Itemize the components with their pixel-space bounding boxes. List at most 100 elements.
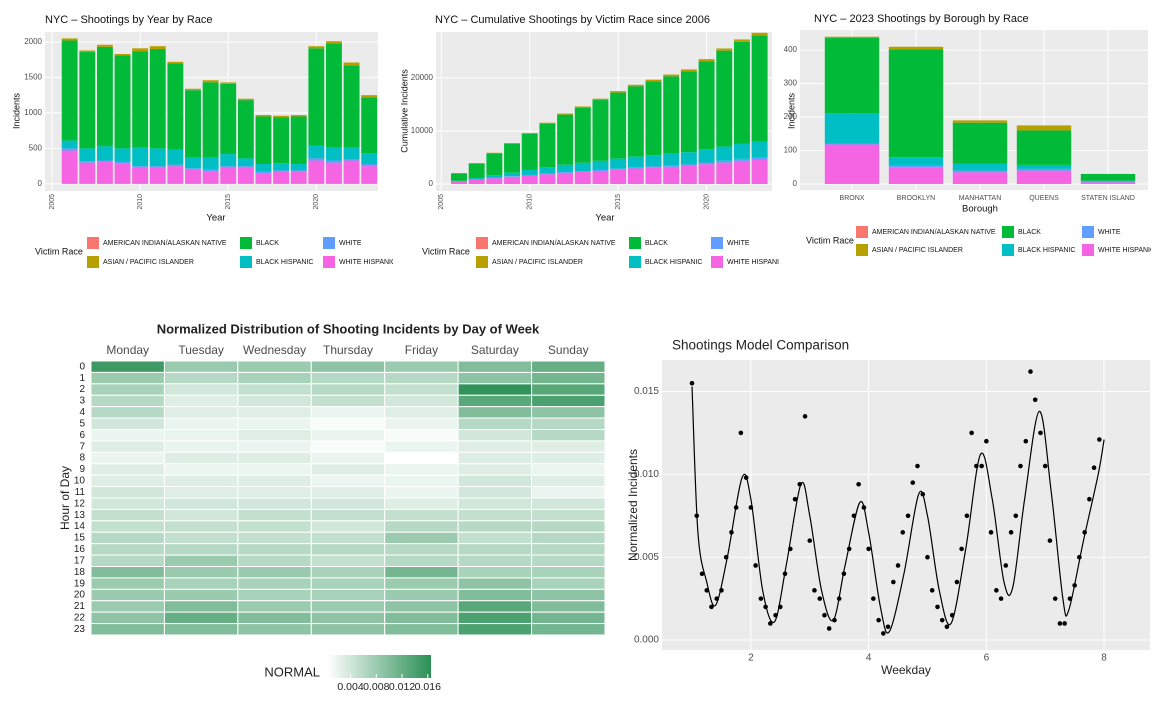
bar-segment <box>574 162 591 172</box>
column-label: Wednesday <box>243 343 306 357</box>
heatmap-cell <box>90 474 165 488</box>
heatmap-cell <box>90 600 165 613</box>
data-point <box>1023 438 1029 444</box>
heatmap-cell <box>531 463 606 476</box>
bar-segment <box>255 171 272 174</box>
bar-segment <box>1016 164 1072 169</box>
heatmap-cell <box>310 486 386 499</box>
data-point <box>1087 496 1092 502</box>
heatmap-cell <box>457 463 533 476</box>
column-label: Saturday <box>471 343 519 357</box>
bar-segment <box>698 61 715 150</box>
y-tick-label: 2000 <box>24 37 42 46</box>
bar-segment <box>539 174 556 185</box>
x-tick-label: 6 <box>984 653 990 664</box>
bar-segment <box>308 46 325 49</box>
chart-title: NYC – 2023 Shootings by Borough by Race <box>814 13 1029 25</box>
heatmap-cell <box>163 623 239 636</box>
bar-segment <box>326 146 342 161</box>
x-tick-label: MANHATTAN <box>959 195 1002 202</box>
bar-segment <box>610 169 627 185</box>
heatmap-cell <box>384 417 459 431</box>
legend-label: BLACK HISPANIC <box>1018 247 1075 254</box>
bar-segment <box>521 133 538 170</box>
bar-segment <box>343 62 360 66</box>
bar-segment <box>733 160 750 185</box>
bar-segment <box>663 76 680 154</box>
heatmap-cell <box>90 451 165 465</box>
heatmap-cell <box>384 371 459 385</box>
bar-segment <box>592 98 609 101</box>
bar-segment <box>61 40 78 141</box>
chart-title: Normalized Distribution of Shooting Inci… <box>157 321 540 336</box>
bar-segment <box>96 161 113 184</box>
bar-segment <box>237 100 254 159</box>
legend-label: ASIAN / PACIFIC ISLANDER <box>872 247 963 254</box>
heatmap-cell <box>531 394 606 408</box>
heatmap-cell <box>531 543 606 556</box>
bar-segment <box>79 148 96 162</box>
bar-segment <box>751 141 768 158</box>
heatmap-cell <box>457 554 533 567</box>
bar-segment <box>824 38 880 114</box>
bar-segment <box>557 172 574 173</box>
row-label: 23 <box>74 624 86 635</box>
x-axis-title: Year <box>595 213 614 224</box>
bar-segment <box>1016 168 1072 171</box>
bar-segment <box>149 166 166 168</box>
heatmap-cell <box>237 623 312 636</box>
legend-key <box>476 256 488 268</box>
data-point <box>709 604 714 610</box>
heatmap-cell <box>457 531 533 545</box>
bar-segment <box>149 167 166 184</box>
bar-segment <box>220 83 237 155</box>
bar-segment <box>361 95 378 98</box>
heatmap-cell <box>531 417 606 431</box>
heatmap-cell <box>163 429 239 442</box>
y-tick-label: 300 <box>784 79 798 88</box>
heatmap-cell <box>384 508 459 522</box>
heatmap-cell <box>163 383 239 396</box>
colorbar-label: 0.004 <box>337 681 363 693</box>
heatmap-cell <box>163 486 239 499</box>
legend-label: AMERICAN INDIAN/ALASKAN NATIVE <box>872 229 996 236</box>
x-tick-label: 2010 <box>527 194 534 210</box>
bar-segment <box>592 170 609 185</box>
row-label: 13 <box>74 510 86 521</box>
heatmap-cell <box>237 543 312 556</box>
bar-segment <box>627 168 644 185</box>
data-point <box>959 546 964 552</box>
heatmap-cell <box>310 429 386 442</box>
data-point <box>964 513 970 519</box>
colorbar-label: 0.012 <box>389 681 415 693</box>
bar-segment <box>290 164 307 171</box>
row-label: 3 <box>79 396 85 407</box>
data-point <box>753 563 758 568</box>
bar-segment <box>716 50 733 147</box>
y-tick-label: 0 <box>429 179 434 188</box>
heatmap-cell <box>457 417 533 431</box>
heatmap-cell <box>531 611 606 625</box>
bar-segment <box>557 114 574 165</box>
bar-segment <box>1016 130 1072 165</box>
x-tick-label: 2005 <box>49 194 56 210</box>
heatmap-cell <box>457 474 533 488</box>
row-label: 16 <box>74 544 86 555</box>
data-point <box>792 496 798 502</box>
heatmap-cell <box>310 474 386 488</box>
bar-segment <box>574 107 591 163</box>
heatmap-cell <box>384 394 459 408</box>
data-point <box>915 463 920 469</box>
heatmap-cell <box>237 360 312 373</box>
row-label: 15 <box>74 533 86 544</box>
legend-key <box>323 237 335 249</box>
heatmap-cell <box>384 543 459 556</box>
bar-segment <box>361 97 378 154</box>
heatmap-cell <box>531 360 606 373</box>
heatmap-cell <box>90 440 165 453</box>
column-label: Monday <box>106 343 149 357</box>
heatmap-cell <box>457 588 533 602</box>
bar-segment <box>132 51 149 148</box>
row-label: 9 <box>79 464 85 475</box>
bar-segment <box>185 90 201 158</box>
